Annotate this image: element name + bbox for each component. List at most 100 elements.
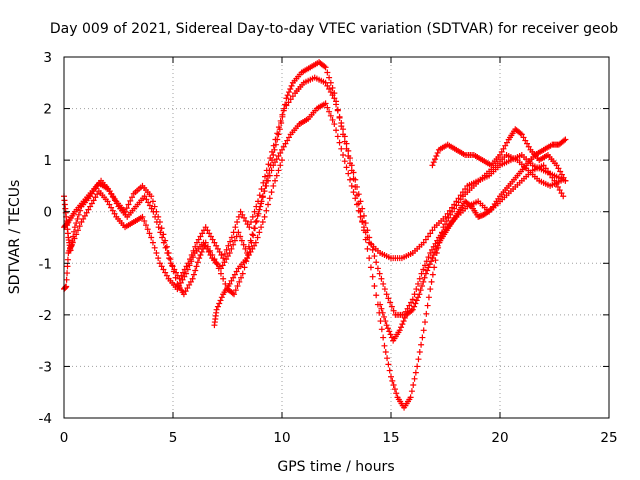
data-point <box>350 189 357 196</box>
data-point <box>142 222 149 229</box>
x-axis-label: GPS time / hours <box>277 459 394 475</box>
data-point <box>275 167 282 174</box>
x-tick-label: 5 <box>169 430 178 446</box>
data-point <box>381 342 388 349</box>
data-point <box>517 130 524 137</box>
data-point <box>558 190 565 197</box>
data-point <box>383 322 390 329</box>
data-point <box>228 245 235 252</box>
data-point <box>180 291 187 298</box>
data-point <box>123 205 130 212</box>
data-point <box>69 239 76 246</box>
data-point <box>232 224 239 231</box>
chart-title: Day 009 of 2021, Sidereal Day-to-day VTE… <box>50 21 618 37</box>
data-point <box>347 155 354 162</box>
data-point <box>327 89 334 96</box>
data-point <box>376 270 383 277</box>
data-point <box>324 104 331 111</box>
data-point <box>197 252 204 259</box>
data-point <box>73 220 80 227</box>
data-point <box>207 233 214 240</box>
data-point <box>129 194 136 201</box>
data-point <box>420 327 427 334</box>
data-point <box>390 381 397 388</box>
data-point <box>111 210 118 217</box>
data-point <box>178 272 185 279</box>
data-point <box>245 243 252 250</box>
data-point <box>371 282 378 289</box>
data-point <box>177 279 184 286</box>
data-point <box>430 252 437 259</box>
data-point <box>231 237 238 244</box>
data-point <box>251 242 258 249</box>
data-point <box>209 236 216 243</box>
data-point <box>561 137 568 144</box>
data-point <box>277 149 284 156</box>
data-point <box>75 211 82 218</box>
data-point <box>156 260 163 267</box>
data-point <box>149 239 156 246</box>
data-point <box>497 151 503 158</box>
x-tick-label: 10 <box>273 430 290 446</box>
data-point <box>256 192 263 199</box>
data-point <box>451 201 458 208</box>
data-point <box>261 173 268 180</box>
data-point <box>256 206 263 213</box>
data-point <box>71 224 78 231</box>
data-point <box>443 217 450 224</box>
data-point <box>409 306 416 313</box>
data-point <box>540 162 547 169</box>
data-point <box>373 259 380 266</box>
data-point <box>226 280 233 287</box>
data-point <box>374 265 381 272</box>
data-point <box>449 204 456 211</box>
data-point <box>433 153 440 160</box>
data-point <box>160 266 167 273</box>
data-point <box>184 285 191 292</box>
data-point <box>141 193 148 200</box>
data-point <box>343 164 350 171</box>
data-point <box>259 194 266 201</box>
data-point <box>213 306 220 313</box>
data-point <box>141 217 148 224</box>
data-point <box>258 224 265 231</box>
data-point <box>186 281 193 288</box>
data-point <box>228 277 235 284</box>
data-point <box>327 112 334 119</box>
data-point <box>420 239 427 246</box>
data-point <box>348 182 355 189</box>
data-point <box>254 234 261 241</box>
data-point <box>411 303 418 310</box>
data-point <box>281 105 288 112</box>
data-point <box>265 201 272 208</box>
data-point <box>416 275 423 282</box>
data-point <box>380 280 387 287</box>
data-point <box>81 212 88 219</box>
data-point <box>551 177 558 184</box>
data-point <box>194 259 201 266</box>
data-point <box>153 219 160 226</box>
data-point <box>242 217 249 224</box>
data-point <box>467 202 474 209</box>
data-point <box>373 292 380 299</box>
data-point <box>270 142 277 149</box>
data-point <box>390 307 397 314</box>
data-point <box>430 159 437 166</box>
plot-frame <box>63 56 610 419</box>
data-point <box>258 200 265 207</box>
data-point <box>252 239 259 246</box>
data-point <box>420 278 427 285</box>
data-point <box>64 256 71 263</box>
data-point <box>348 162 355 169</box>
data-point <box>285 99 292 106</box>
data-point <box>412 369 419 376</box>
data-point <box>240 241 247 248</box>
data-point <box>227 238 234 245</box>
data-point <box>432 156 439 163</box>
data-point <box>562 136 569 143</box>
data-point <box>326 108 333 115</box>
data-point <box>382 348 389 355</box>
data-point <box>378 326 385 333</box>
data-point <box>220 275 227 282</box>
